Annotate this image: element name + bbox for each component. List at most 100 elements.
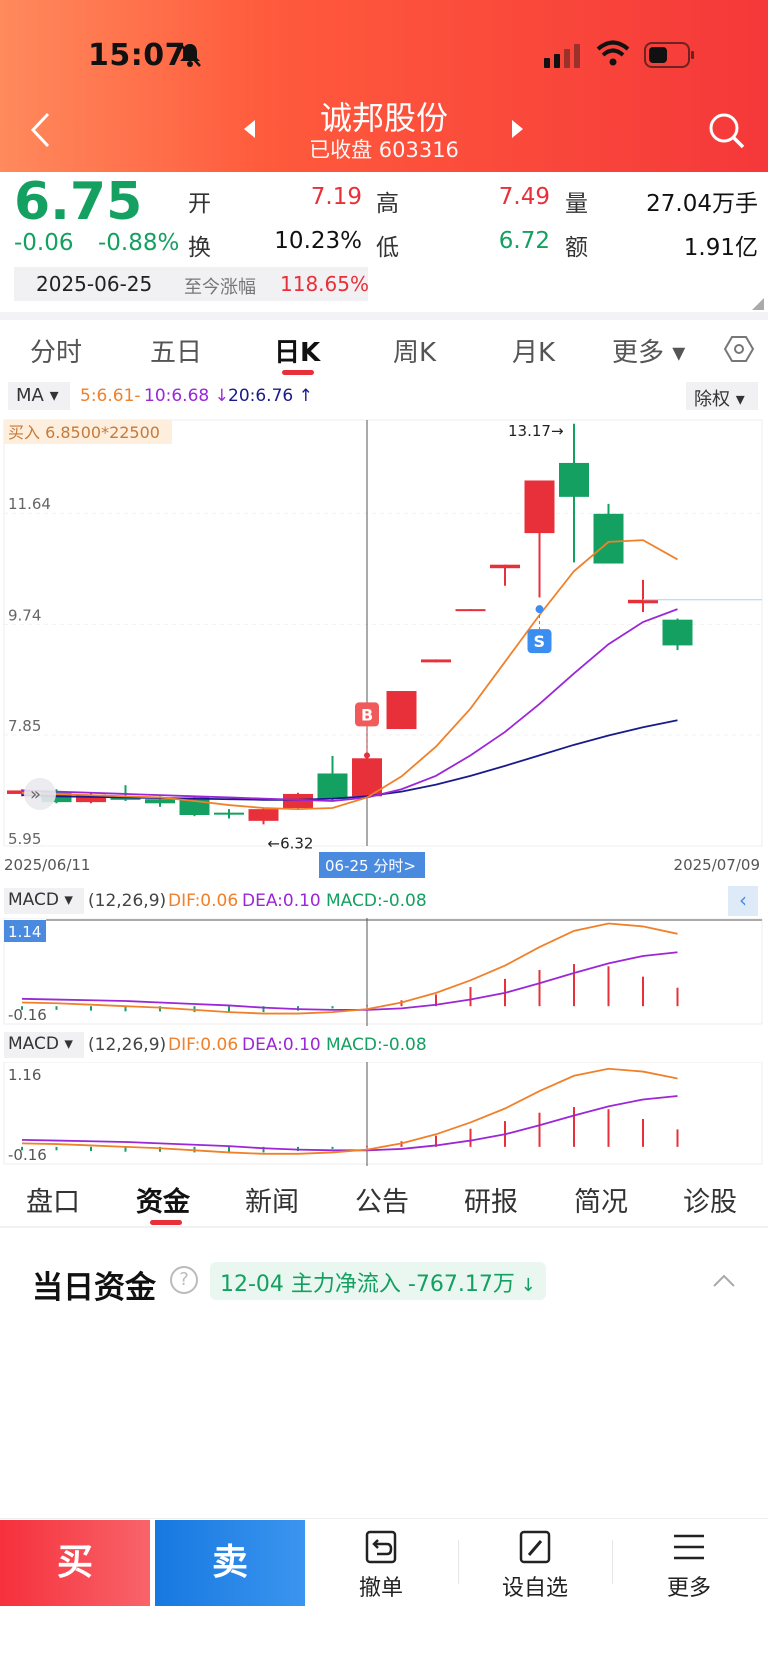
stock-status: 已收盘 603316 <box>309 138 459 162</box>
detail-divider <box>0 1226 768 1228</box>
candle-body <box>593 513 624 564</box>
order-tag-bg <box>4 420 172 444</box>
tab-announce[interactable]: 公告 <box>355 1187 409 1218</box>
ma5-line <box>21 539 678 811</box>
macd-chart-2[interactable]: 1.16 -0.16 <box>0 1062 768 1166</box>
corner-expand-icon[interactable] <box>752 298 764 310</box>
tab-orderbook[interactable]: 盘口 <box>26 1187 80 1218</box>
chart-frame <box>3 419 763 847</box>
tab-more[interactable]: 更多 ▾ <box>612 338 686 368</box>
low-value: 6.72 <box>498 228 550 254</box>
macd-selector-2[interactable]: MACD ▾ <box>4 1032 84 1058</box>
buy-marker-text: B <box>361 705 373 724</box>
macd-top-tick: 1.14 <box>8 923 41 941</box>
stock-name: 诚邦股份 <box>319 99 448 137</box>
back-chevron-icon[interactable] <box>30 112 50 148</box>
macd-top-badge <box>4 920 46 942</box>
price-change: -0.06 <box>14 230 74 256</box>
macd-top-tick: 1.16 <box>8 1066 41 1084</box>
section-divider <box>0 312 768 320</box>
low-label: 低 <box>376 235 399 261</box>
edit-icon <box>519 1530 551 1564</box>
y-tick-label: 11.64 <box>8 495 51 513</box>
battery-icon <box>644 42 694 68</box>
undo-doc-icon <box>365 1530 397 1564</box>
tab-weekly-k[interactable]: 周K <box>393 338 437 368</box>
tab-profile[interactable]: 简况 <box>574 1187 628 1218</box>
range-gain-label: 至今涨幅 <box>184 277 256 298</box>
search-icon[interactable] <box>708 112 746 150</box>
tab-news[interactable]: 新闻 <box>245 1187 299 1218</box>
y-tick-label: 7.85 <box>8 717 41 735</box>
sell-marker-text: S <box>534 632 546 651</box>
macd-header-1: MACD ▾ (12,26,9) DIF:0.06 DEA:0.10 MACD:… <box>0 886 768 916</box>
tab-intraday[interactable]: 分时 <box>30 338 83 368</box>
collapse-panel-button[interactable]: ‹ <box>728 886 758 916</box>
tab-daily-k[interactable]: 日K <box>274 338 321 368</box>
dea-line <box>21 951 678 1011</box>
cancel-order-button[interactable]: 撤单 <box>326 1530 436 1602</box>
tab-monthly-k[interactable]: 月K <box>512 338 556 368</box>
cursor-date-bg <box>319 852 425 878</box>
tab-five-day[interactable]: 五日 <box>150 338 203 368</box>
macd-dea-1: DEA:0.10 <box>242 891 321 911</box>
macd-params-2: (12,26,9) <box>88 1035 167 1055</box>
cursor-date-label: 06-25 分时> <box>325 857 416 875</box>
adjust-selector[interactable]: 除权 ▾ <box>686 382 758 410</box>
bell-muted-icon <box>179 43 201 67</box>
macd-value-1: MACD:-0.08 <box>326 891 427 911</box>
tab-fund[interactable]: 资金 <box>136 1187 190 1218</box>
fund-flow-tag: 12-04 主力净流入 -767.17万 ↓ <box>210 1262 546 1300</box>
candle-body <box>352 758 382 797</box>
buy-marker-box <box>355 702 379 727</box>
last-price: 6.75 <box>14 172 143 232</box>
dif-line <box>21 922 678 1015</box>
more-button[interactable]: 更多 <box>634 1530 744 1602</box>
quote-panel: 6.75 -0.06 -0.88% 开 7.19 高 7.49 量 27.04万… <box>0 172 768 312</box>
amount-value: 1.91亿 <box>683 235 758 261</box>
dif-line <box>21 1067 678 1155</box>
volume-label: 量 <box>565 191 588 217</box>
detail-tabs: 盘口 资金 新闻 公告 研报 简况 诊股 <box>0 1168 768 1228</box>
macd-bottom-tick: -0.16 <box>8 1006 47 1024</box>
prev-stock-icon[interactable] <box>244 120 255 138</box>
candle-body <box>214 812 244 815</box>
help-icon[interactable]: ? <box>170 1266 198 1294</box>
volume-value: 27.04万手 <box>646 191 758 217</box>
candle-body <box>524 480 555 534</box>
next-stock-icon[interactable] <box>512 120 523 138</box>
ma-selector[interactable]: MA ▾ <box>8 382 70 410</box>
header-bar: 15:07 诚邦股份 已收盘 603316 <box>0 0 768 172</box>
macd-selector-1[interactable]: MACD ▾ <box>4 888 84 914</box>
low-mark-label: ←6.32 <box>268 834 314 852</box>
action-divider-2 <box>612 1540 613 1584</box>
tab-diagnose[interactable]: 诊股 <box>683 1187 737 1218</box>
candle-body <box>386 691 417 730</box>
kline-chart[interactable]: 11.64 9.74 7.85 5.95 买入 6.8500*22500 13.17→ ←6… <box>0 418 768 882</box>
tab-research[interactable]: 研报 <box>464 1187 518 1218</box>
sell-button[interactable]: 卖 <box>155 1520 305 1606</box>
candle-body <box>248 809 279 821</box>
candle-body <box>559 462 589 497</box>
add-watchlist-button[interactable]: 设自选 <box>480 1530 590 1602</box>
candle-body <box>490 564 520 569</box>
candle-body <box>7 790 37 794</box>
x-end-label: 2025/07/09 <box>674 856 760 874</box>
candle-body <box>76 794 106 803</box>
buy-marker-dot <box>364 752 370 759</box>
more-label: 更多 <box>666 1576 711 1601</box>
ma-legend-row: MA ▾ 5:6.61- 10:6.68 ↓ 20:6.76 ↑ 除权 ▾ <box>0 380 768 414</box>
macd-dea-2: DEA:0.10 <box>242 1035 321 1055</box>
macd-params-1: (12,26,9) <box>88 891 167 911</box>
macd-chart-1[interactable]: 1.14 -0.16 <box>0 918 768 1026</box>
order-tag: 买入 6.8500*22500 <box>8 423 160 442</box>
cancel-order-label: 撤单 <box>358 1576 403 1601</box>
y-tick-label: 9.74 <box>8 606 41 624</box>
range-date-box[interactable]: 2025-06-25 至今涨幅 118.65% <box>14 267 369 301</box>
candle-body <box>317 773 348 800</box>
buy-button[interactable]: 买 <box>0 1520 150 1606</box>
settings-hex-icon[interactable] <box>724 334 754 364</box>
chevron-up-icon[interactable] <box>712 1274 736 1288</box>
macd-bottom-tick: -0.16 <box>8 1146 47 1164</box>
sell-marker-box <box>527 629 552 654</box>
